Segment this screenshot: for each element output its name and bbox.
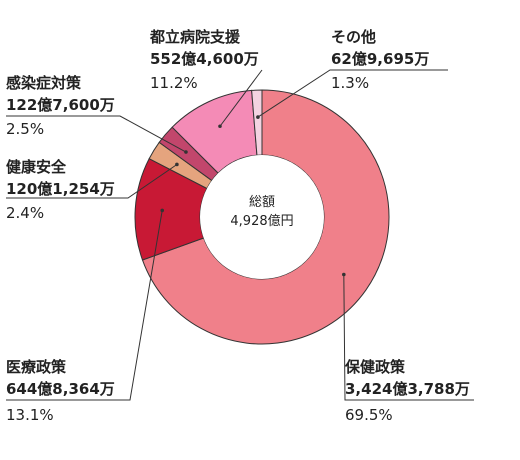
leader-dot-toritsu-byoin (218, 124, 222, 129)
label-group-toritsu-byoin: 都立病院支援 552億4,600万 11.2% (149, 28, 259, 92)
segment-label-percent: 13.1% (6, 406, 54, 424)
segment-label-amount: 552億4,600万 (150, 50, 259, 68)
leader-dot-kansensho (184, 150, 188, 154)
segment-label-percent: 1.3% (331, 74, 369, 92)
leader-lines (6, 69, 474, 401)
label-group-hoken-seisaku: 保健政策 3,424億3,788万 69.5% (344, 358, 470, 424)
leader-line-toritsu-byoin (219, 69, 263, 127)
label-group-sonota: その他 62億9,695万 1.3% (331, 28, 429, 92)
leader-dot-sonota (256, 115, 260, 119)
donut-hole (200, 155, 324, 279)
donut-segments (134, 89, 390, 345)
leader-line-iryo-seisaku (6, 210, 163, 401)
segment-label-name: 健康安全 (6, 158, 67, 176)
segment-label-amount: 644億8,364万 (6, 380, 115, 398)
segment-label-amount: 122億7,600万 (6, 96, 115, 114)
segment-label-amount: 62億9,695万 (331, 50, 429, 68)
segment-label-amount: 3,424億3,788万 (345, 380, 470, 398)
segment-label-name: 都立病院支援 (149, 28, 241, 46)
segment-label-percent: 2.5% (6, 120, 44, 138)
leader-dot-iryo-seisaku (160, 208, 165, 213)
segment-label-percent: 2.4% (6, 204, 44, 222)
leader-dot-hoken-seisaku (342, 272, 346, 277)
leader-line-kansensho (6, 115, 187, 153)
label-group-kansensho: 感染症対策 122億7,600万 2.5% (6, 74, 115, 138)
leader-line-kenko-anzen (6, 164, 178, 199)
segment-label-name: 医療政策 (6, 358, 67, 376)
center-total: 4,928億円 (230, 213, 293, 229)
leader-dot-kenko-anzen (175, 162, 179, 167)
leader-line-hoken-seisaku (343, 274, 474, 401)
segment-label-percent: 69.5% (345, 406, 393, 424)
segment-label-name: 保健政策 (344, 358, 406, 376)
leader-line-sonota (257, 69, 448, 118)
segment-label-name: その他 (331, 28, 376, 46)
label-group-kenko-anzen: 健康安全 120億1,254万 2.4% (6, 158, 115, 222)
segment-label-name: 感染症対策 (6, 74, 82, 92)
center-title: 総額 (249, 195, 275, 210)
label-group-iryo-seisaku: 医療政策 644億8,364万 13.1% (6, 358, 115, 424)
segment-label-percent: 11.2% (150, 74, 198, 92)
segment-label-amount: 120億1,254万 (6, 180, 115, 198)
